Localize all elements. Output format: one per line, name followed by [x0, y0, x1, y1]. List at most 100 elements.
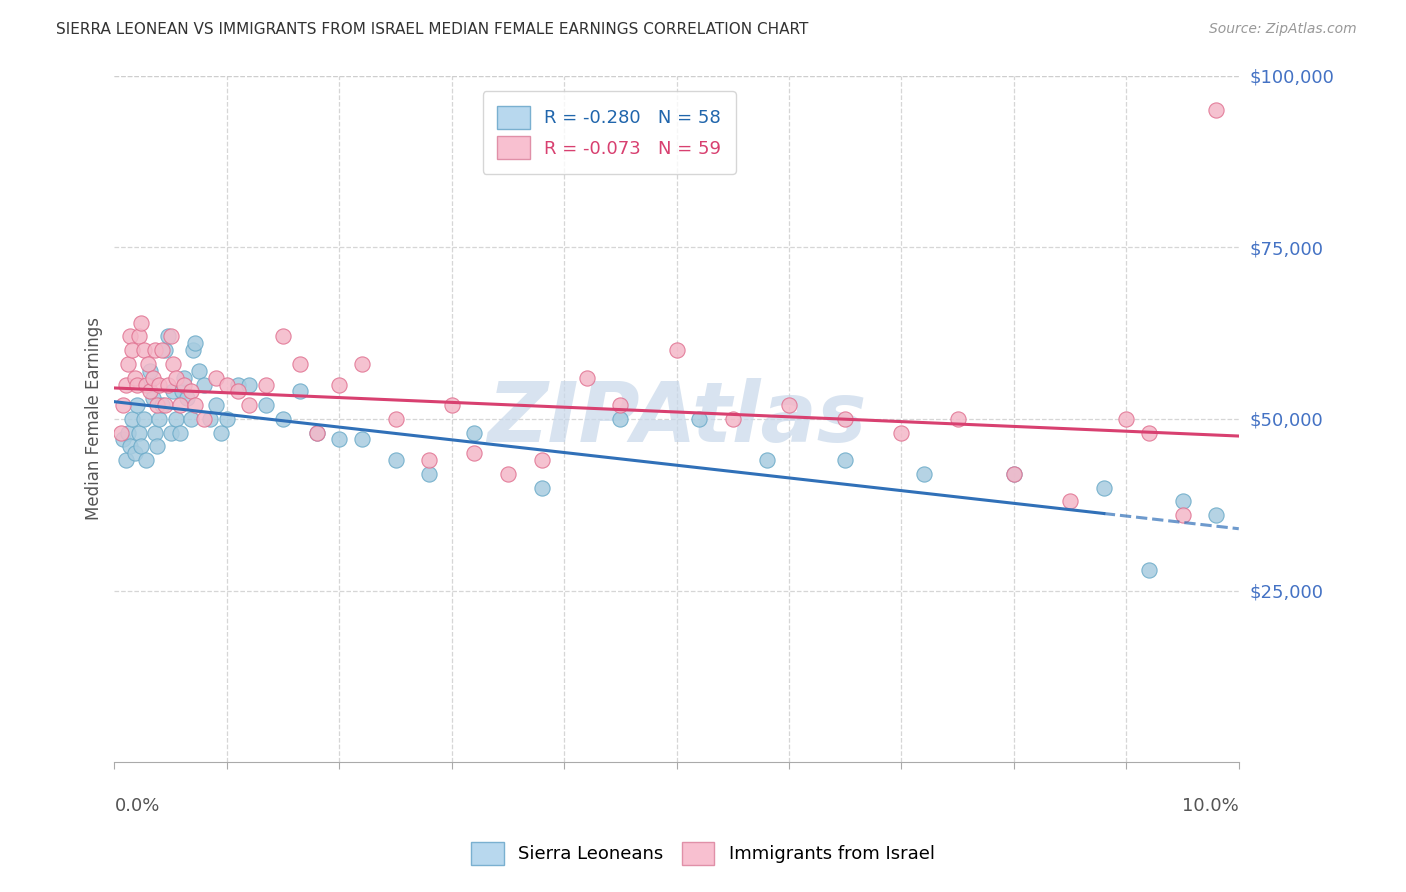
Point: [112, 433, 135, 447]
Point: [305, 425, 328, 440]
Point: [209, 425, 232, 440]
Point: [132, 343, 155, 358]
Point: [136, 357, 159, 371]
Point: [198, 412, 221, 426]
Point: [136, 377, 159, 392]
Point: [143, 343, 166, 358]
Point: [328, 377, 350, 392]
Point: [1205, 103, 1227, 117]
Point: [128, 425, 150, 440]
Point: [110, 425, 132, 440]
Point: [350, 433, 373, 447]
Point: [162, 384, 184, 399]
Point: [665, 343, 688, 358]
Point: [135, 453, 157, 467]
Point: [150, 398, 173, 412]
Point: [159, 425, 181, 440]
Point: [176, 391, 198, 405]
Point: [1002, 467, 1025, 481]
Point: [288, 357, 311, 371]
Point: [1205, 508, 1227, 522]
Point: [173, 370, 195, 384]
Point: [139, 364, 162, 378]
Point: [170, 384, 193, 399]
Point: [463, 446, 485, 460]
Point: [139, 384, 162, 399]
Point: [146, 398, 169, 412]
Point: [1171, 494, 1194, 508]
Point: [1092, 481, 1115, 495]
Point: [946, 412, 969, 426]
Point: [215, 377, 238, 392]
Point: [271, 329, 294, 343]
Point: [148, 377, 170, 392]
Point: [117, 357, 139, 371]
Point: [131, 439, 153, 453]
Point: [215, 412, 238, 426]
Point: [271, 412, 294, 426]
Point: [180, 412, 202, 426]
Point: [912, 467, 935, 481]
Point: [226, 377, 249, 392]
Point: [125, 398, 148, 412]
Point: [181, 343, 204, 358]
Point: [124, 370, 146, 384]
Point: [169, 398, 191, 412]
Point: [135, 377, 157, 392]
Point: [184, 398, 207, 412]
Point: [834, 453, 856, 467]
Point: [778, 398, 800, 412]
Point: [165, 370, 187, 384]
Point: [238, 398, 260, 412]
Point: [204, 398, 226, 412]
Point: [609, 412, 631, 426]
Point: [463, 425, 485, 440]
Text: 10.0%: 10.0%: [1182, 797, 1239, 814]
Text: ZIPAtlas: ZIPAtlas: [486, 378, 866, 459]
Point: [609, 398, 631, 412]
Point: [755, 453, 778, 467]
Point: [153, 398, 176, 412]
Text: 0.0%: 0.0%: [114, 797, 160, 814]
Point: [114, 453, 136, 467]
Legend: R = -0.280   N = 58, R = -0.073   N = 59: R = -0.280 N = 58, R = -0.073 N = 59: [482, 91, 735, 174]
Point: [834, 412, 856, 426]
Point: [165, 412, 187, 426]
Point: [575, 370, 598, 384]
Legend: Sierra Leoneans, Immigrants from Israel: Sierra Leoneans, Immigrants from Israel: [463, 833, 943, 874]
Point: [890, 425, 912, 440]
Point: [226, 384, 249, 399]
Point: [150, 343, 173, 358]
Point: [114, 377, 136, 392]
Point: [120, 439, 142, 453]
Point: [120, 329, 142, 343]
Point: [204, 370, 226, 384]
Point: [162, 357, 184, 371]
Point: [193, 412, 215, 426]
Point: [180, 384, 202, 399]
Point: [157, 329, 180, 343]
Point: [721, 412, 744, 426]
Point: [530, 453, 553, 467]
Y-axis label: Median Female Earnings: Median Female Earnings: [86, 318, 103, 520]
Point: [328, 433, 350, 447]
Point: [173, 377, 195, 392]
Point: [350, 357, 373, 371]
Point: [143, 425, 166, 440]
Text: SIERRA LEONEAN VS IMMIGRANTS FROM ISRAEL MEDIAN FEMALE EARNINGS CORRELATION CHAR: SIERRA LEONEAN VS IMMIGRANTS FROM ISRAEL…: [56, 22, 808, 37]
Point: [1002, 467, 1025, 481]
Point: [131, 316, 153, 330]
Point: [125, 377, 148, 392]
Point: [254, 377, 277, 392]
Point: [305, 425, 328, 440]
Point: [496, 467, 519, 481]
Point: [121, 412, 143, 426]
Point: [128, 329, 150, 343]
Point: [384, 453, 406, 467]
Point: [157, 377, 180, 392]
Point: [132, 412, 155, 426]
Point: [146, 439, 169, 453]
Point: [184, 336, 207, 351]
Point: [418, 453, 440, 467]
Point: [112, 398, 135, 412]
